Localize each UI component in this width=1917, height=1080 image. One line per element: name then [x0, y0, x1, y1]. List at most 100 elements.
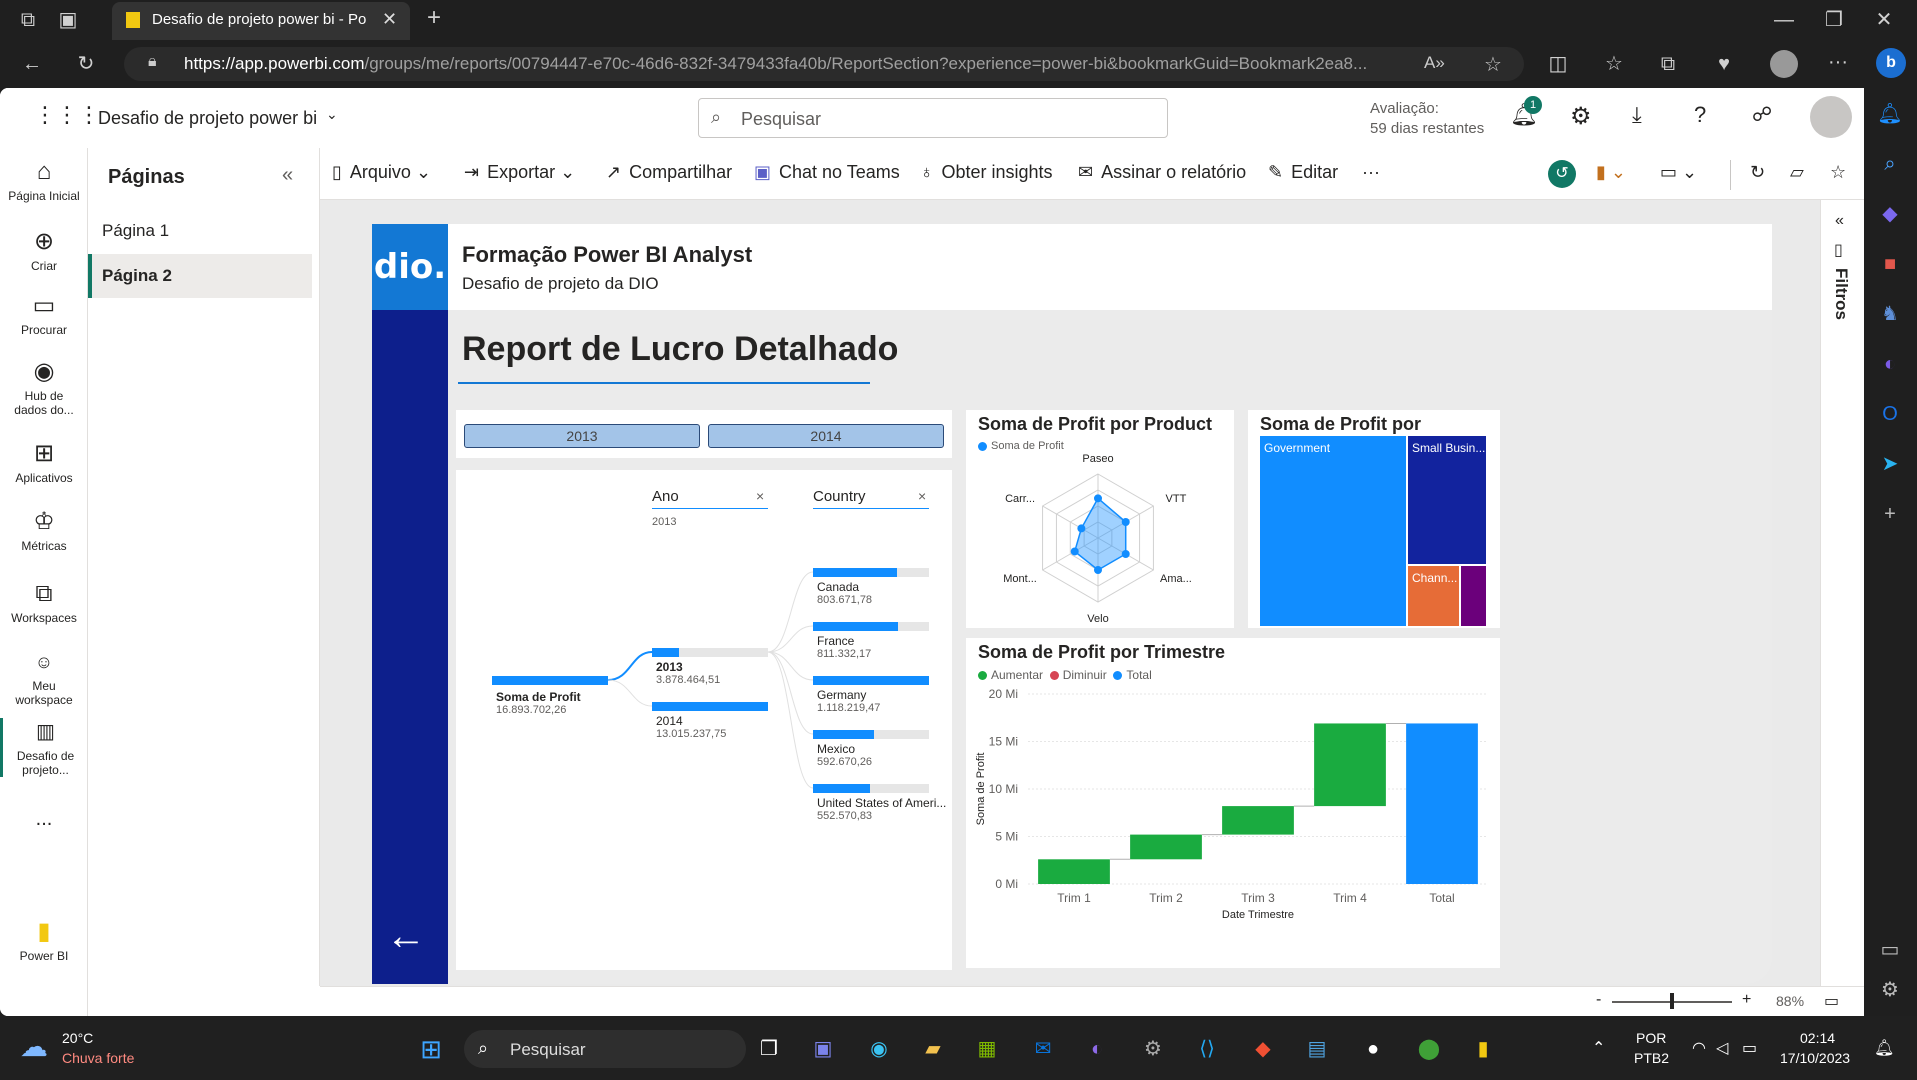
more-commands-button[interactable]: ··· — [1362, 162, 1380, 182]
edge-taskbar-icon[interactable]: ◉ — [870, 1038, 888, 1060]
github-taskbar-icon[interactable]: ● — [1366, 1038, 1380, 1060]
chevron-down-icon[interactable]: ⌄ — [326, 106, 338, 122]
exportar-button[interactable]: ⇥ Exportar ⌄ — [464, 162, 576, 182]
sidebar-tag-icon[interactable]: ◆ — [1882, 203, 1898, 225]
tab-actions-icon[interactable]: ▣ — [58, 9, 78, 31]
nav-create[interactable]: ⊕ Criar — [0, 228, 88, 273]
favorite-star-icon[interactable]: ☆ — [1484, 54, 1502, 76]
favorites-icon[interactable]: ☆ — [1605, 53, 1623, 75]
zoom-in-button[interactable]: + — [1742, 991, 1752, 1008]
decomp-country-bar[interactable] — [813, 730, 874, 739]
close-tab-icon[interactable]: ✕ — [382, 9, 398, 29]
user-avatar[interactable] — [1810, 96, 1852, 138]
lang-label[interactable]: POR — [1636, 1030, 1667, 1046]
tray-overflow-icon[interactable]: ⌃ — [1592, 1040, 1606, 1057]
chat-teams-button[interactable]: ▣ Chat no Teams — [754, 162, 900, 183]
view-icon[interactable]: ▭ ⌄ — [1660, 162, 1698, 182]
sidebar-copilot-icon[interactable]: ◐ — [1883, 353, 1897, 375]
expand-filters-icon[interactable]: « — [1835, 212, 1844, 229]
new-tab-icon[interactable]: + — [426, 4, 441, 31]
nav-my-workspace[interactable]: ☺ Meu workspace — [0, 648, 88, 707]
treemap-government[interactable]: Government — [1260, 436, 1406, 626]
reset-icon[interactable]: ↺ — [1548, 160, 1576, 188]
sidebar-games-icon[interactable]: ♞ — [1881, 303, 1899, 325]
slicer-2013-button[interactable]: 2013 — [464, 424, 700, 448]
favorite-icon[interactable]: ☆ — [1830, 162, 1847, 182]
decomp-country-bar[interactable] — [813, 568, 897, 577]
decomp-country-bar[interactable] — [813, 622, 898, 631]
taskbar-search[interactable]: ⌕ Pesquisar — [464, 1030, 746, 1068]
assinar-button[interactable]: ✉ Assinar o relatório — [1078, 162, 1246, 183]
comment-icon[interactable]: ▱ — [1790, 162, 1804, 182]
keyboard-layout[interactable]: PTB2 — [1634, 1050, 1670, 1066]
performance-icon[interactable]: ♥ — [1718, 53, 1730, 75]
url-field[interactable]: 🔒︎ https://app.powerbi.com/groups/me/rep… — [124, 47, 1524, 81]
read-aloud-icon[interactable]: A» — [1424, 53, 1445, 72]
back-arrow-icon[interactable]: ← — [386, 914, 426, 958]
clock-date[interactable]: 17/10/2023 — [1780, 1050, 1851, 1066]
weather-icon[interactable]: ☁ — [20, 1031, 48, 1062]
browser-menu-icon[interactable]: ··· — [1828, 51, 1848, 73]
start-icon[interactable]: ⊞ — [420, 1034, 442, 1064]
notepad-taskbar-icon[interactable]: ▤ — [1307, 1038, 1327, 1060]
zoom-out-button[interactable]: - — [1596, 991, 1602, 1008]
sidebar-add-icon[interactable]: + — [1884, 503, 1896, 525]
treemap-small-business[interactable]: Small Busin... — [1408, 436, 1486, 564]
refresh-icon[interactable]: ↻ — [1750, 162, 1766, 182]
settings-icon[interactable]: ⚙ — [1570, 103, 1592, 130]
arquivo-button[interactable]: ▯ Arquivo ⌄ — [332, 162, 432, 182]
sidebar-settings-icon[interactable]: ⚙ — [1881, 979, 1899, 1001]
workspace-title[interactable]: Desafio de projeto power bi — [98, 108, 318, 128]
zoom-slider-handle[interactable] — [1670, 993, 1674, 1009]
browser-profile-avatar[interactable] — [1770, 50, 1798, 78]
vscode-taskbar-icon[interactable]: ⟨⟩ — [1199, 1038, 1215, 1060]
nav-home[interactable]: ⌂ Página Inicial — [0, 158, 88, 203]
restore-icon[interactable]: ❐ — [1825, 9, 1843, 31]
git-taskbar-icon[interactable]: ◆ — [1255, 1038, 1271, 1060]
filters-pane-collapsed[interactable]: « ▯ Filtros — [1820, 200, 1864, 986]
decomp-country-track[interactable] — [813, 784, 929, 793]
decomp-root-bar[interactable] — [492, 676, 608, 685]
nav-browse[interactable]: ▭ Procurar — [0, 292, 88, 337]
sidebar-bell-icon[interactable]: 🔔︎ — [1877, 103, 1903, 125]
sidebar-search-icon[interactable]: ⌕ — [1884, 153, 1896, 175]
split-screen-icon[interactable]: ◫ — [1548, 53, 1568, 75]
nav-apps[interactable]: ⊞ Aplicativos — [0, 440, 88, 485]
notification-center-icon[interactable]: 🔔︎ — [1874, 1040, 1895, 1057]
store-taskbar-icon[interactable]: ▦ — [977, 1038, 997, 1060]
nav-current-report[interactable]: ▥ Desafio de projeto... — [0, 718, 88, 777]
fit-page-icon[interactable]: ▭ — [1824, 993, 1840, 1010]
workspaces-tab-icon[interactable]: ⧉ — [20, 9, 36, 31]
decomp-country-bar[interactable] — [813, 676, 929, 685]
powerbi-taskbar-icon[interactable]: ▮ — [1477, 1038, 1489, 1060]
battery-icon[interactable]: ▭ — [1742, 1040, 1758, 1057]
decomp-year-track[interactable] — [652, 648, 768, 657]
copilot-taskbar-icon[interactable]: ◐ — [1090, 1038, 1104, 1060]
wifi-icon[interactable]: ◠ — [1692, 1040, 1706, 1057]
sidebar-outlook-icon[interactable]: O — [1882, 403, 1898, 425]
treemap-channel[interactable]: Chann... — [1408, 566, 1459, 626]
minimize-icon[interactable]: — — [1774, 9, 1794, 31]
remove-country-icon[interactable]: × — [918, 488, 927, 504]
nav-metrics[interactable]: ♔ Métricas — [0, 508, 88, 553]
page-item-2[interactable]: Página 2 — [88, 254, 312, 298]
bookmark-icon[interactable]: ▮ ⌄ — [1596, 162, 1626, 182]
mail-taskbar-icon[interactable]: ✉ — [1034, 1038, 1052, 1060]
decomp-year-bar[interactable] — [652, 702, 768, 711]
sidebar-tools-icon[interactable]: ■ — [1883, 253, 1897, 275]
sidebar-layout-icon[interactable]: ▭ — [1880, 939, 1900, 961]
settings-taskbar-icon[interactable]: ⚙ — [1144, 1038, 1162, 1060]
explorer-taskbar-icon[interactable]: ▰ — [925, 1038, 941, 1060]
collapse-pane-icon[interactable]: « — [282, 164, 294, 186]
decomp-country-bar[interactable] — [813, 784, 870, 793]
slicer-2014-button[interactable]: 2014 — [708, 424, 944, 448]
sidebar-send-icon[interactable]: ➤ — [1881, 453, 1899, 475]
editar-button[interactable]: ✎ Editar — [1268, 162, 1338, 183]
task-view-icon[interactable]: ❐ — [760, 1038, 778, 1060]
clock-time[interactable]: 02:14 — [1800, 1030, 1836, 1046]
nav-workspaces[interactable]: ⧉ Workspaces — [0, 580, 88, 625]
back-icon[interactable]: ← — [22, 53, 42, 75]
nav-powerbi-brand[interactable]: ▮ Power BI — [0, 918, 88, 963]
app-launcher-icon[interactable]: ⋮⋮⋮ — [34, 102, 100, 127]
compartilhar-button[interactable]: ↗ Compartilhar — [606, 162, 732, 183]
